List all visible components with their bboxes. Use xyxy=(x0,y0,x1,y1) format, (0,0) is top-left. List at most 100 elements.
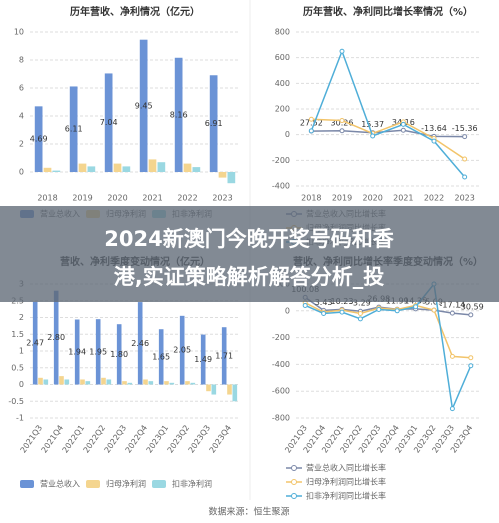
value-label: -3.29 xyxy=(350,299,371,308)
value-label: 9.45 xyxy=(135,101,153,110)
chart-title: 历年营收、净利情况（亿元） xyxy=(70,5,200,18)
y-tick-label: 0 xyxy=(285,130,290,139)
legend-label: 营业总收入 xyxy=(40,479,80,489)
legend-label: 归母净利润 xyxy=(106,479,146,489)
point xyxy=(431,307,437,313)
bar xyxy=(59,376,64,385)
y-tick-label: 0.5 xyxy=(11,363,24,372)
point xyxy=(449,406,455,412)
legend-label: 营业总收入同比增长率 xyxy=(306,463,386,473)
y-tick-label: 600 xyxy=(275,53,290,62)
value-label: 2.05 xyxy=(173,346,191,355)
point xyxy=(394,308,400,314)
y-tick-label: -600 xyxy=(272,387,290,396)
legend-swatch xyxy=(291,479,297,485)
bar xyxy=(53,290,59,385)
bar xyxy=(206,384,211,392)
x-tick-label: 2023 xyxy=(454,194,474,203)
value-label: 1.49 xyxy=(194,355,212,364)
point xyxy=(462,156,468,162)
line xyxy=(311,129,465,138)
y-tick-label: 200 xyxy=(275,105,290,114)
bar xyxy=(185,381,190,385)
y-tick-label: 0 xyxy=(19,168,24,177)
point xyxy=(321,310,327,316)
bar xyxy=(218,172,227,178)
bar xyxy=(52,170,61,172)
point xyxy=(357,310,363,316)
bar xyxy=(43,379,49,385)
banner-bg xyxy=(0,206,499,302)
value-label: 1.71 xyxy=(215,351,233,360)
point xyxy=(339,128,345,134)
y-tick-label: -1 xyxy=(16,414,24,423)
point xyxy=(400,127,406,133)
bar xyxy=(64,379,70,385)
legend-swatch xyxy=(152,480,166,488)
value-label: -30.59 xyxy=(458,302,484,311)
bar xyxy=(127,382,133,385)
y-tick-label: 0 xyxy=(19,380,24,389)
y-tick-label: -200 xyxy=(272,156,290,165)
value-label: 2.47 xyxy=(26,339,44,348)
point xyxy=(339,309,345,315)
y-tick-label: 0 xyxy=(285,306,290,315)
legend-label: 扣非净利润同比增长率 xyxy=(306,491,386,501)
value-label: 8.16 xyxy=(170,110,188,119)
point xyxy=(462,174,468,180)
point xyxy=(370,133,376,139)
y-tick-label: 2 xyxy=(19,313,24,322)
banner-text: 2024新澳门今晚开奖号码和香 xyxy=(104,227,394,251)
bar xyxy=(32,301,38,385)
x-tick-label: 2022 xyxy=(177,194,197,203)
y-tick-label: 8 xyxy=(19,56,24,65)
legend-swatch xyxy=(291,465,297,471)
bar xyxy=(113,163,122,172)
point xyxy=(413,304,419,310)
point xyxy=(308,128,314,134)
value-label: -17.14 xyxy=(440,301,466,310)
x-tick-label: 2018 xyxy=(301,194,321,203)
value-label: 1.65 xyxy=(152,352,170,361)
legend-swatch xyxy=(86,480,100,488)
bar xyxy=(157,162,166,172)
value-label: -15.36 xyxy=(452,124,478,133)
bar xyxy=(137,302,143,385)
y-tick-label: -400 xyxy=(272,360,290,369)
bar xyxy=(122,166,131,172)
bar xyxy=(74,319,80,385)
value-label: 6.91 xyxy=(205,119,223,128)
bar xyxy=(169,382,175,385)
y-tick-label: 10 xyxy=(14,28,24,37)
bar xyxy=(34,106,43,172)
value-label: 4.69 xyxy=(30,135,48,144)
point xyxy=(400,121,406,127)
bar xyxy=(232,384,238,402)
point xyxy=(462,134,468,140)
bar xyxy=(183,163,192,172)
line xyxy=(304,282,472,412)
bar xyxy=(190,382,196,385)
point xyxy=(339,48,345,54)
bar xyxy=(80,379,85,385)
y-tick-label: 6 xyxy=(19,84,24,93)
bar xyxy=(106,379,112,385)
value-label: 1.95 xyxy=(89,347,107,356)
bar xyxy=(143,379,148,385)
line xyxy=(310,49,466,178)
x-tick-label: 2021 xyxy=(142,194,162,203)
line xyxy=(311,118,466,160)
bar xyxy=(101,377,106,385)
value-label: 7.04 xyxy=(100,118,118,127)
point xyxy=(449,353,455,359)
x-tick-label: 2019 xyxy=(72,194,92,203)
value-label: 2.80 xyxy=(47,333,65,342)
point xyxy=(468,312,474,318)
value-label: 5.09 xyxy=(425,298,443,307)
bar xyxy=(104,73,113,172)
point xyxy=(468,355,474,361)
bar xyxy=(174,57,183,173)
bar xyxy=(43,167,52,172)
